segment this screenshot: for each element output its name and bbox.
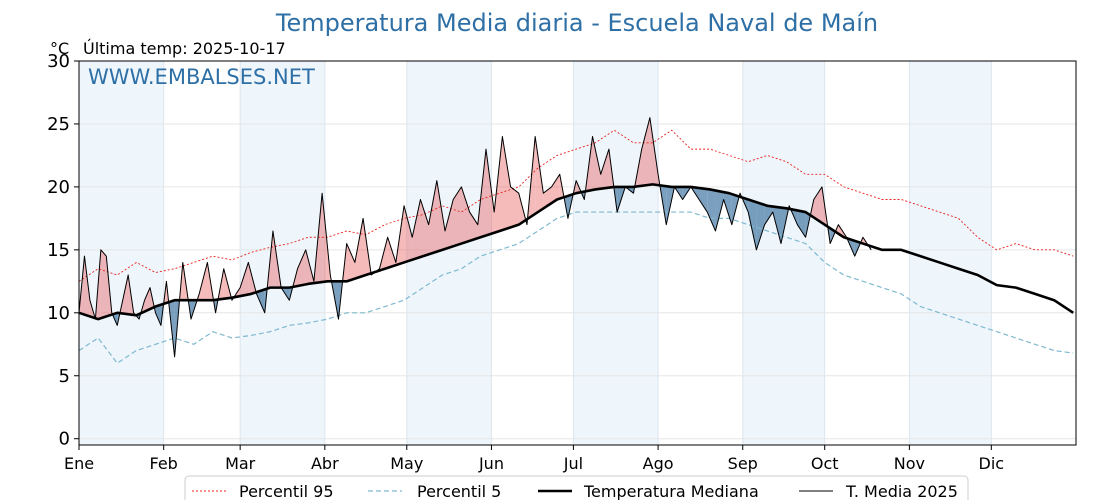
above-median-fill [144, 287, 151, 312]
current-year-line [78, 117, 872, 358]
above-median-fill [240, 262, 249, 297]
ytick-label: 20 [47, 177, 70, 198]
month-shade-Ene [79, 61, 164, 445]
month-shade-Mar [240, 61, 325, 445]
above-median-fill [502, 136, 511, 231]
legend-box [184, 475, 969, 500]
xtick-label: Mar [225, 454, 256, 473]
xtick-label: Nov [894, 454, 925, 473]
legend-label-current: T. Media 2025 [845, 482, 958, 500]
legend-label-p5: Percentil 5 [417, 482, 501, 500]
above-median-fill [469, 212, 478, 241]
above-median-fill [420, 199, 429, 258]
above-median-fill [428, 180, 437, 255]
below-median-fill [707, 189, 716, 231]
above-median-fill [494, 136, 503, 233]
ytick-label: 0 [59, 429, 70, 450]
above-median-fill [510, 186, 519, 228]
above-median-fill [592, 136, 601, 190]
ytick-label: 5 [59, 366, 70, 387]
ytick-label: 30 [47, 51, 70, 72]
xtick-label: Ago [643, 454, 674, 473]
legend-label-p95: Percentil 95 [239, 482, 334, 500]
ytick-label: 15 [47, 240, 70, 261]
below-median-fill [155, 304, 161, 326]
above-median-fill [122, 275, 129, 315]
below-median-fill [748, 199, 757, 250]
xtick-label: Oct [811, 454, 839, 473]
above-median-fill [346, 243, 355, 282]
xtick-label: Feb [150, 454, 178, 473]
above-median-fill [813, 186, 822, 223]
month-shade-Jul [573, 61, 659, 445]
above-median-fill [297, 249, 306, 287]
above-median-fill [412, 199, 421, 260]
xtick-label: May [390, 454, 423, 473]
watermark: WWW.EMBALSES.NET [88, 65, 315, 89]
below-median-fill [764, 204, 773, 225]
plot-frame [78, 60, 1077, 446]
p5-line [78, 211, 1074, 364]
xtick-label: Abr [311, 454, 339, 473]
above-median-fill [436, 180, 446, 252]
legend-label-median: Temperatura Mediana [583, 482, 759, 500]
plot-area: 0 5 10 15 20 25 30 Ene Feb Mar Abr May Jun Jul Ago Sep O… [47, 51, 1077, 473]
xtick-label: Jun [478, 454, 504, 473]
below-median-fill [756, 202, 765, 250]
chart-title: Temperatura Media diaria - Escuela Naval… [275, 9, 878, 37]
unit-label: °C [50, 39, 69, 58]
xtick-label: Dic [979, 454, 1005, 473]
xtick-label: Ene [64, 454, 94, 473]
above-median-fill [485, 149, 495, 236]
above-median-fill [535, 136, 544, 214]
above-median-fill [100, 249, 107, 319]
ytick-label: 25 [47, 114, 70, 135]
month-shade-May [406, 61, 492, 445]
below-median-fill [723, 192, 732, 225]
above-median-fill [404, 205, 413, 263]
p95-line [78, 129, 1074, 282]
above-median-fill [600, 149, 609, 189]
above-median-fill [461, 186, 470, 244]
above-median-fill [551, 174, 560, 204]
above-median-fill [445, 199, 454, 249]
xtick-label: Sep [728, 454, 758, 473]
month-shade-Nov [909, 61, 992, 445]
ytick-label: 10 [47, 303, 70, 324]
below-median-fill [797, 210, 806, 238]
above-median-fill [641, 117, 650, 186]
xtick-label: Jul [563, 454, 583, 473]
legend: Percentil 95 Percentil 5 Temperatura Media… [184, 475, 969, 500]
below-median-fill [699, 187, 708, 213]
below-median-fill [715, 190, 724, 231]
month-shade-Sep [742, 61, 825, 445]
above-median-fill [453, 186, 462, 247]
median-line [78, 183, 1074, 321]
last-temp-label: Última temp: 2025-10-17 [83, 39, 286, 58]
